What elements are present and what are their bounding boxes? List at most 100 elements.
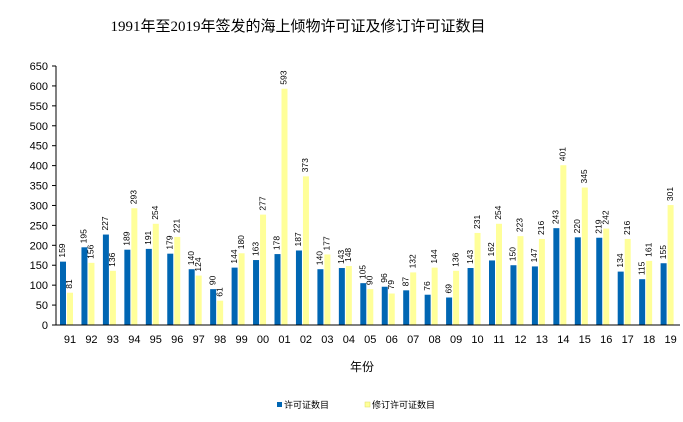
x-tick-label: 96 [171, 334, 183, 346]
bar-revised [131, 208, 138, 325]
bar-permits [574, 237, 581, 325]
bar-revised [324, 254, 331, 325]
y-tick-label: 200 [30, 240, 48, 252]
data-label: 227 [100, 216, 110, 230]
data-label: 216 [536, 220, 546, 234]
y-axis: 0 50 100 150 200 250 300 350 400 450 500 550 600 650 [30, 61, 57, 332]
bar-permits [338, 268, 345, 325]
x-tick-label: 00 [257, 334, 269, 346]
bar-revised [109, 270, 116, 325]
bar-permits [360, 283, 367, 325]
bar-permits [124, 249, 131, 325]
data-label: 105 [358, 265, 368, 279]
bar-permits [253, 260, 260, 325]
x-tick-label: 12 [514, 334, 526, 346]
y-tick-label: 350 [30, 181, 48, 193]
data-label: 301 [665, 187, 675, 201]
legend-swatch-revised [364, 401, 371, 408]
x-tick-label: 93 [107, 334, 119, 346]
data-label: 221 [172, 218, 182, 232]
bar-revised [624, 238, 631, 325]
x-tick-label: 11 [493, 334, 504, 346]
data-label: 140 [186, 251, 196, 265]
legend-label-revised: 修订许可证数目 [372, 399, 435, 410]
bar-revised [560, 165, 567, 325]
y-tick-label: 50 [36, 300, 48, 312]
x-tick-label: 01 [278, 334, 290, 346]
bar-revised [603, 228, 610, 325]
x-tick-label: 97 [193, 334, 205, 346]
data-label: 216 [622, 220, 632, 234]
data-label: 136 [450, 252, 460, 266]
data-label: 159 [57, 243, 67, 257]
x-tick-label: 02 [300, 334, 312, 346]
data-label: 148 [343, 248, 353, 262]
y-tick-label: 650 [30, 61, 48, 73]
bar-revised [238, 253, 245, 325]
data-label: 373 [300, 158, 310, 172]
x-tick-label: 18 [643, 334, 655, 346]
bar-permits [60, 261, 66, 325]
data-label: 345 [579, 169, 589, 183]
x-tick-label: 94 [128, 334, 140, 346]
bar-revised [88, 262, 95, 325]
bar-revised [367, 289, 374, 325]
data-label: 81 [64, 279, 74, 289]
x-tick-label: 91 [64, 334, 76, 346]
bar-revised [646, 260, 653, 325]
bar-revised [345, 266, 352, 325]
data-label: 219 [594, 219, 604, 233]
data-label: 293 [129, 190, 139, 204]
bar-revised [517, 236, 524, 325]
bar-permits [553, 228, 560, 325]
data-label: 189 [122, 231, 132, 245]
bar-revised [410, 272, 417, 325]
bar-permits [510, 265, 517, 325]
legend-swatch-permits [277, 402, 282, 407]
data-label: 96 [379, 273, 389, 283]
x-tick-label: 19 [664, 334, 676, 346]
data-label: 162 [486, 242, 496, 256]
bar-revised [195, 275, 202, 325]
data-label: 143 [465, 250, 475, 264]
bar-revised [388, 293, 395, 325]
bar-permits [531, 266, 538, 325]
bar-revised [260, 214, 267, 325]
data-label: 61 [214, 287, 224, 297]
x-tick-label: 95 [150, 334, 162, 346]
bar-permits [210, 289, 217, 325]
bar-permits [145, 248, 152, 325]
bar-permits [274, 254, 281, 325]
data-label: 178 [272, 236, 282, 250]
data-label: 179 [165, 235, 175, 249]
x-tick-label: 98 [214, 334, 226, 346]
data-label: 223 [515, 218, 525, 232]
legend-label-permits: 许可证数目 [284, 399, 329, 410]
data-label: 277 [257, 196, 267, 210]
x-tick-label: 03 [321, 334, 333, 346]
y-tick-label: 300 [30, 200, 48, 212]
bar-revised [174, 236, 181, 325]
y-tick-label: 0 [42, 320, 48, 332]
bar-permits [167, 253, 174, 325]
bars: 1598119515622713618929319125417922114012… [57, 70, 675, 325]
data-label: 254 [493, 205, 503, 219]
data-label: 150 [508, 247, 518, 261]
y-tick-label: 100 [30, 280, 48, 292]
data-label: 140 [315, 251, 325, 265]
data-label: 593 [279, 70, 289, 84]
data-label: 401 [558, 147, 568, 161]
data-label: 220 [572, 219, 582, 233]
bar-revised [302, 176, 309, 325]
x-tick-label: 06 [386, 334, 398, 346]
bar-permits [639, 279, 646, 325]
data-label: 144 [229, 249, 239, 263]
data-label: 69 [443, 284, 453, 294]
data-label: 79 [386, 280, 396, 290]
bar-permits [446, 297, 453, 325]
x-tick-label: 10 [471, 334, 483, 346]
bar-permits [188, 269, 195, 325]
x-tick-label: 04 [343, 334, 355, 346]
